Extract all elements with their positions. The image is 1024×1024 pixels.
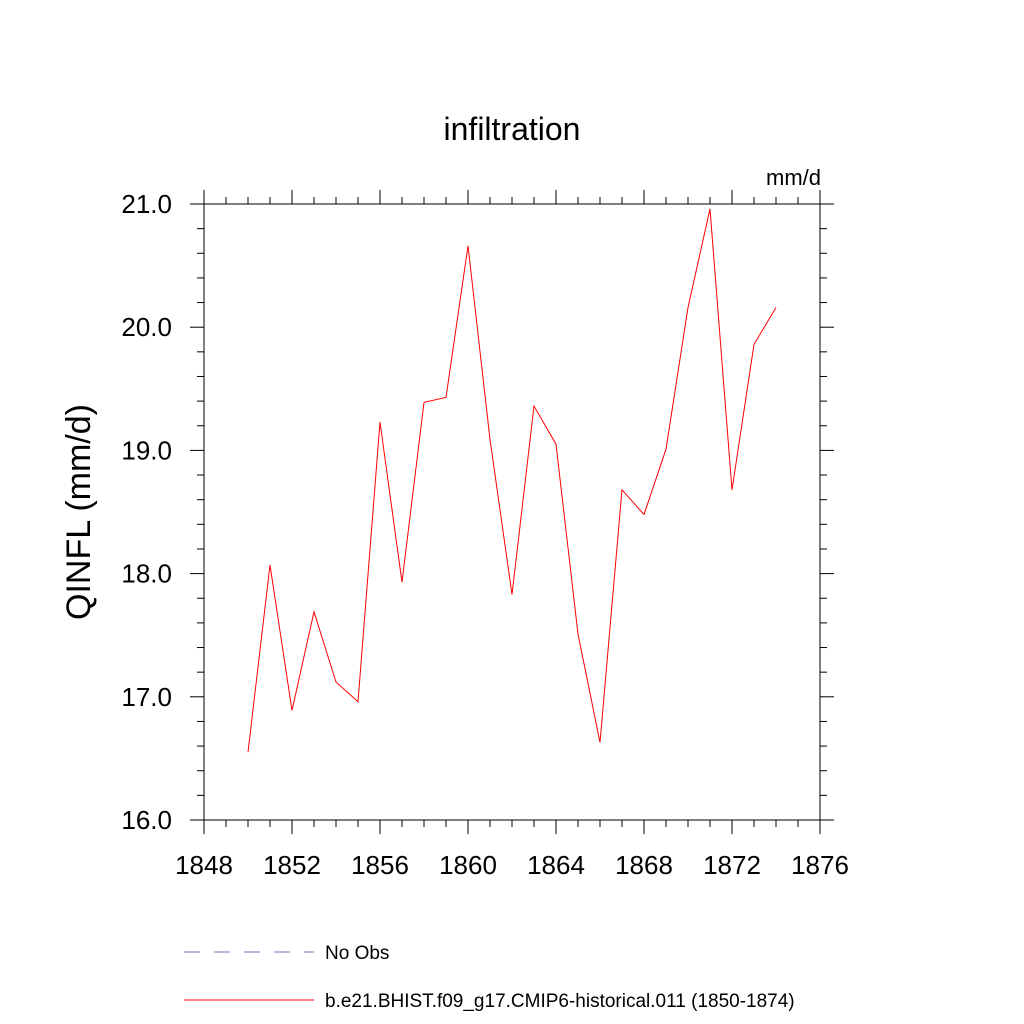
plot-frame [203, 203, 821, 821]
legend-label: No Obs [325, 943, 389, 964]
y-tick-label: 18.0 [121, 559, 172, 589]
x-tick-label: 1852 [263, 850, 321, 880]
x-tick-label: 1876 [791, 850, 849, 880]
chart-title: infiltration [444, 111, 581, 147]
x-tick-label: 1860 [439, 850, 497, 880]
series-lines [247, 208, 777, 753]
x-tick-label: 1868 [615, 850, 673, 880]
legend-label: b.e21.BHIST.f09_g17.CMIP6-historical.011… [325, 991, 795, 1012]
series-line [247, 208, 777, 753]
y-axis-label: QINFL (mm/d) [60, 404, 98, 620]
units-label: mm/d [766, 165, 821, 190]
x-tick-label: 1848 [175, 850, 233, 880]
axes: 1848 1852 1856 1860 1864 1868 1872 1876 16.0 17.0… [121, 189, 849, 880]
y-tick-label: 19.0 [121, 435, 172, 465]
x-tick-label: 1872 [703, 850, 761, 880]
x-tick-label: 1856 [351, 850, 409, 880]
y-tick-label: 20.0 [121, 312, 172, 342]
legend: No Obs b.e21.BHIST.f09_g17.CMIP6-historic… [184, 943, 795, 1012]
y-tick-label: 17.0 [121, 682, 172, 712]
y-tick-label: 21.0 [121, 189, 172, 219]
y-tick-label: 16.0 [121, 805, 172, 835]
x-tick-label: 1864 [527, 850, 585, 880]
